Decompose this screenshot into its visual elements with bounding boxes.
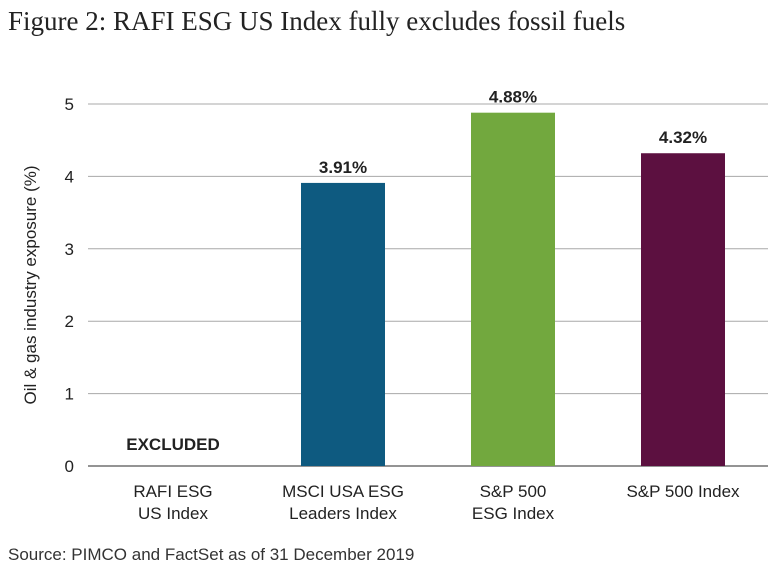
y-axis-ticks: 0 1 2 3 4 5 xyxy=(65,95,74,476)
y-tick-label: 0 xyxy=(65,457,74,476)
data-label: 3.91% xyxy=(319,158,367,177)
category-label: MSCI USA ESG xyxy=(282,482,404,501)
category-label: S&P 500 Index xyxy=(626,482,740,501)
y-tick-label: 2 xyxy=(65,312,74,331)
y-tick-label: 5 xyxy=(65,95,74,114)
bar-3 xyxy=(641,153,725,466)
data-labels: EXCLUDED 3.91% 4.88% 4.32% xyxy=(126,88,707,454)
category-label: RAFI ESG xyxy=(133,482,212,501)
y-axis-label: Oil & gas industry exposure (%) xyxy=(21,165,40,404)
chart-title: Figure 2: RAFI ESG US Index fully exclud… xyxy=(8,6,626,36)
category-label: ESG Index xyxy=(472,504,555,523)
data-label: 4.32% xyxy=(659,128,707,147)
bar-2 xyxy=(471,112,555,467)
y-tick-label: 3 xyxy=(65,240,74,259)
category-label: Leaders Index xyxy=(289,504,397,523)
source-note: Source: PIMCO and FactSet as of 31 Decem… xyxy=(8,545,415,564)
bar-1 xyxy=(301,182,385,466)
category-label: US Index xyxy=(138,504,208,523)
y-tick-label: 1 xyxy=(65,385,74,404)
bars xyxy=(301,112,725,467)
category-label: S&P 500 xyxy=(480,482,547,501)
category-labels: RAFI ESG US Index MSCI USA ESG Leaders Inde… xyxy=(133,482,740,523)
y-tick-label: 4 xyxy=(65,167,74,186)
excluded-label: EXCLUDED xyxy=(126,435,220,454)
bar-chart: 0 1 2 3 4 5 EXCLUDED 3.91% 4.88% 4.32% RAFI ESG U… xyxy=(21,88,768,523)
data-label: 4.88% xyxy=(489,88,537,107)
